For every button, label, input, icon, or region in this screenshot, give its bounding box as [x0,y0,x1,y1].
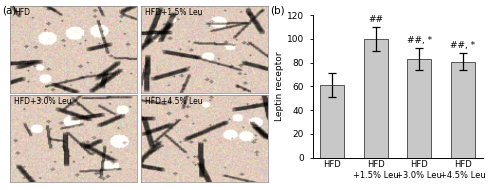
Bar [408,59,431,158]
Bar [320,85,344,158]
Text: HFD+4.5% Leu: HFD+4.5% Leu [144,97,202,106]
Text: ##, *: ##, * [406,36,432,45]
Bar [364,39,388,158]
Text: (b): (b) [270,6,284,16]
Text: HFD+1.5% Leu: HFD+1.5% Leu [144,8,202,17]
Text: HFD: HFD [14,8,30,17]
Y-axis label: Leptin receptor: Leptin receptor [275,52,284,121]
Text: ##, *: ##, * [450,41,475,50]
Bar [451,62,475,158]
Text: HFD+3.0% Leu: HFD+3.0% Leu [14,97,72,106]
Text: ##: ## [368,15,383,24]
Text: (a): (a) [2,6,17,16]
